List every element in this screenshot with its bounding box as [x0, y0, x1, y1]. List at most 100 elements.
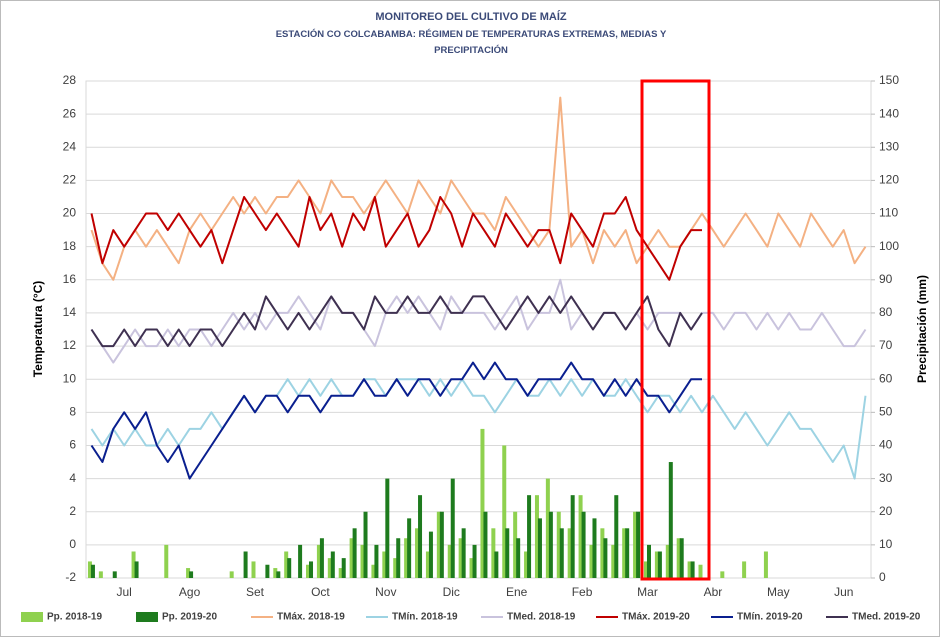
precip-bar — [360, 544, 365, 578]
legend-swatch — [136, 612, 158, 622]
y2-tick-label: 0 — [879, 570, 886, 584]
precip-bar — [548, 511, 553, 578]
precip-bar — [556, 511, 561, 578]
y-tick-label: 12 — [63, 338, 77, 352]
precip-bar — [352, 528, 357, 578]
precip-bar — [341, 558, 346, 578]
precip-bar — [600, 528, 605, 578]
precip-bar — [374, 544, 379, 578]
legend-swatch — [21, 612, 43, 622]
y-tick-label: 14 — [63, 305, 77, 319]
legend-label: Pp. 2018-19 — [47, 612, 102, 623]
precip-bar — [720, 571, 725, 578]
y2-tick-label: 140 — [879, 106, 899, 120]
y2-tick-label: 120 — [879, 173, 899, 187]
precip-bar — [447, 544, 452, 578]
precip-bar — [164, 544, 169, 578]
precip-bar — [654, 551, 659, 578]
precip-bar — [404, 538, 409, 578]
precip-bar — [698, 564, 703, 578]
y-tick-label: 20 — [63, 206, 77, 220]
legend-label: TMed. 2018-19 — [507, 612, 576, 623]
y2-tick-label: 100 — [879, 239, 899, 253]
x-tick-label: Dic — [443, 585, 460, 599]
y-tick-label: 18 — [63, 239, 77, 253]
y-tick-label: 0 — [69, 537, 76, 551]
precip-bar — [134, 561, 139, 578]
y2-tick-label: 10 — [879, 537, 893, 551]
x-tick-label: Ago — [179, 585, 201, 599]
precip-bar — [418, 495, 423, 578]
precip-bar — [186, 568, 191, 578]
precip-bar — [668, 462, 673, 578]
precip-bar — [382, 551, 387, 578]
precip-bar — [251, 561, 256, 578]
precip-bar — [480, 428, 485, 578]
y2-tick-label: 80 — [879, 305, 893, 319]
y2-tick-label: 130 — [879, 139, 899, 153]
precip-bar — [513, 511, 518, 578]
precip-bar — [298, 544, 303, 578]
legend-label: TMáx. 2018-19 — [277, 612, 345, 623]
x-tick-label: Abr — [704, 585, 723, 599]
y-tick-label: 22 — [63, 173, 77, 187]
precip-bar — [90, 564, 95, 578]
precip-bar — [415, 528, 420, 578]
precip-bar — [545, 478, 550, 578]
y2-tick-label: 60 — [879, 371, 893, 385]
x-tick-label: Oct — [311, 585, 330, 599]
precip-bar — [87, 561, 92, 578]
precip-bar — [319, 538, 324, 578]
precip-bar — [665, 544, 670, 578]
precip-bar — [483, 511, 488, 578]
precip-bar — [428, 531, 433, 578]
precip-bar — [327, 558, 332, 578]
precip-bar — [567, 528, 572, 578]
x-tick-label: Nov — [375, 585, 396, 599]
precip-bar — [371, 564, 376, 578]
precip-bar — [439, 511, 444, 578]
precip-bar — [469, 558, 474, 578]
precip-bar — [458, 538, 463, 578]
temperature-line — [90, 378, 867, 480]
precip-bar — [243, 551, 248, 578]
y2-tick-label: 150 — [879, 73, 899, 87]
y-tick-label: 10 — [63, 371, 77, 385]
precip-bar — [537, 518, 542, 578]
precip-bar — [570, 495, 575, 578]
precip-bar — [494, 551, 499, 578]
precip-bar — [690, 561, 695, 578]
precip-bar — [524, 551, 529, 578]
precip-bar — [112, 571, 117, 578]
precip-bar — [643, 561, 648, 578]
y-tick-label: 24 — [63, 139, 77, 153]
precip-bar — [763, 551, 768, 578]
chart-subtitle: ESTACIÓN CO COLCABAMBA: RÉGIMEN DE TEMPE… — [275, 29, 667, 56]
precip-bar — [330, 551, 335, 578]
precip-bar — [276, 571, 281, 578]
legend-label: Pp. 2019-20 — [162, 612, 217, 623]
precip-bar — [287, 558, 292, 578]
precip-bar — [502, 445, 507, 578]
y2-axis-label: Precipitación (mm) — [915, 275, 929, 383]
precip-bar — [273, 568, 278, 578]
legend-label: TMín. 2018-19 — [392, 612, 458, 623]
precip-bar — [491, 528, 496, 578]
y2-tick-label: 70 — [879, 338, 893, 352]
precip-bar — [611, 544, 616, 578]
temperature-line — [90, 96, 867, 281]
temperature-line — [90, 278, 867, 364]
precip-bar — [338, 568, 343, 578]
precip-bar — [592, 518, 597, 578]
precip-bar — [516, 538, 521, 578]
plot-area: -202468101214161820222426280102030405060… — [63, 73, 900, 599]
precip-bar — [676, 538, 681, 578]
precip-bar — [229, 571, 234, 578]
precip-bar — [622, 528, 627, 578]
x-tick-label: Ene — [506, 585, 528, 599]
precip-bar — [679, 538, 684, 578]
precip-bar — [461, 528, 466, 578]
precip-bar — [393, 558, 398, 578]
precip-bar — [131, 551, 136, 578]
chart-title: MONITOREO DEL CULTIVO DE MAÍZ — [375, 11, 567, 23]
